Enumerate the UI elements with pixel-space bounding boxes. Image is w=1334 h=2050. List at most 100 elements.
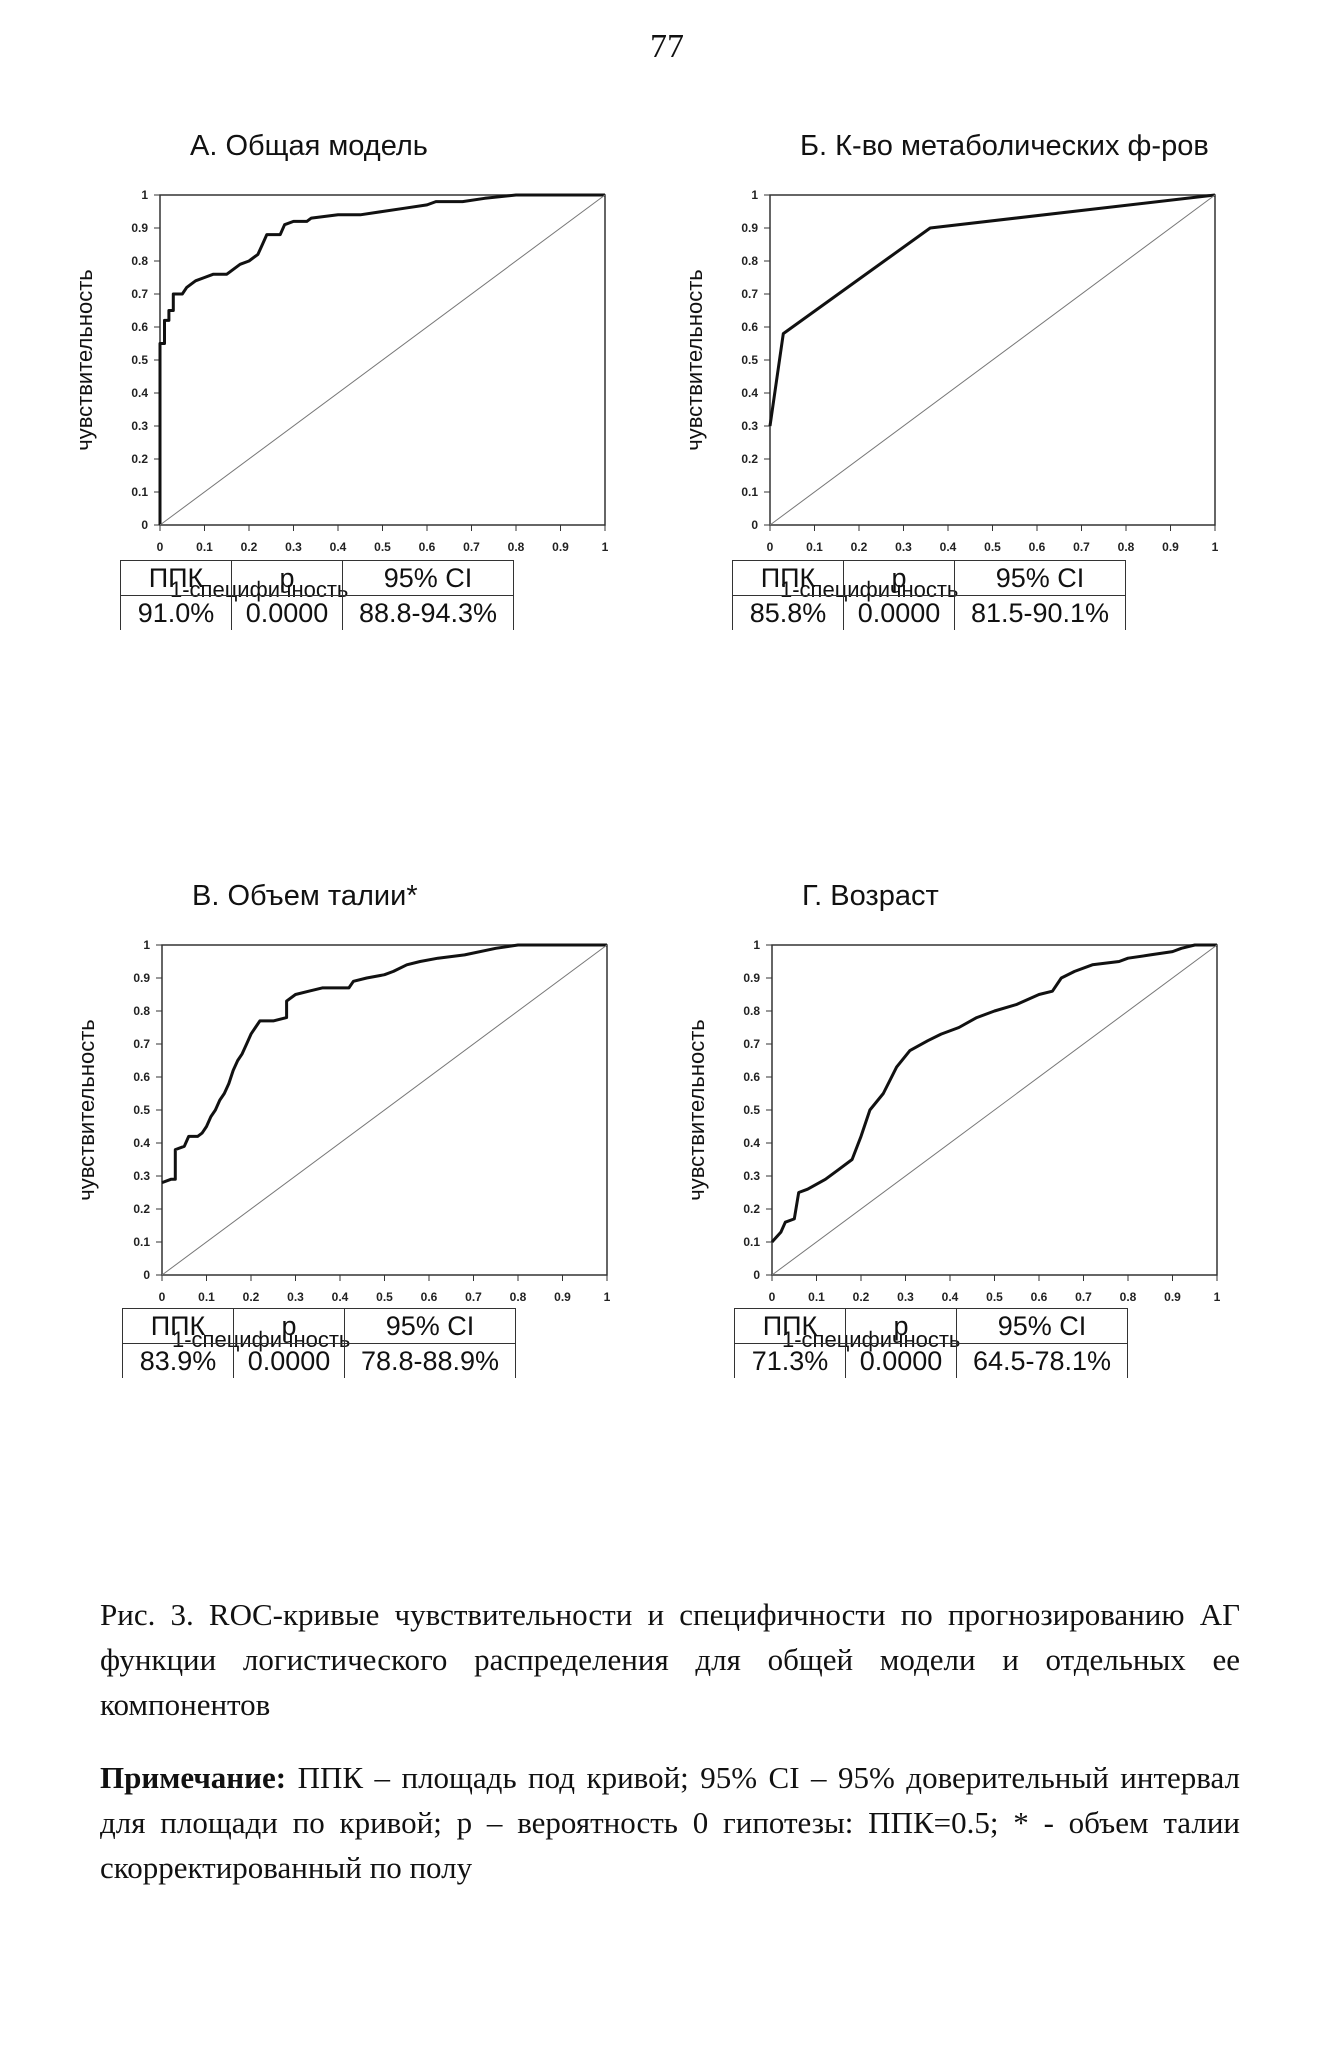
roc-curve-line xyxy=(158,193,605,525)
y-tick-label: 0.9 xyxy=(743,971,760,985)
header-ci: 95% CI xyxy=(344,1308,516,1344)
y-tick-label: 0.4 xyxy=(131,386,148,400)
y-tick-label: 0.9 xyxy=(131,221,148,235)
chart-title: Б. К-во метаболических ф-ров xyxy=(800,130,1209,162)
x-tick-label: 0.9 xyxy=(552,540,569,554)
x-tick-label: 0.7 xyxy=(465,1290,482,1304)
x-tick-label: 0.1 xyxy=(196,540,213,554)
roc-curve-line xyxy=(770,943,1217,1244)
y-tick-label: 0.3 xyxy=(131,419,148,433)
y-tick-label: 0.7 xyxy=(131,287,148,301)
header-p: p xyxy=(233,1308,345,1344)
x-tick-label: 0.3 xyxy=(285,540,302,554)
page-number: 77 xyxy=(650,28,684,65)
x-tick-label: 0.8 xyxy=(1120,1290,1137,1304)
roc-chart-v: В. Объем талии* 0 0.1 0.2 0.3 0.4 0.5 0.6 0.7 0.8… xyxy=(74,880,611,1352)
chart-title: В. Объем талии* xyxy=(192,880,418,912)
x-tick-label: 0.4 xyxy=(332,1290,349,1304)
x-tick-label: 0.1 xyxy=(198,1290,215,1304)
y-axis-label: чувствительность xyxy=(682,269,707,451)
header-ci: 95% CI xyxy=(342,560,514,596)
x-tick-label: 0.2 xyxy=(241,540,258,554)
reference-diagonal-line xyxy=(771,944,1218,1276)
x-tick-label: 0.2 xyxy=(851,540,868,554)
x-tick-label: 0.5 xyxy=(986,1290,1003,1304)
p-value: 0.0000 xyxy=(843,595,955,630)
y-tick-label: 1 xyxy=(141,188,148,202)
note-label: Примечание: xyxy=(100,1760,287,1795)
y-tick-label: 0.7 xyxy=(743,1037,760,1051)
x-tick-label: 0.2 xyxy=(243,1290,260,1304)
chart-title: Г. Возраст xyxy=(802,880,939,912)
x-tick-label: 0.8 xyxy=(510,1290,527,1304)
header-auc: ППК xyxy=(120,560,232,596)
y-axis-label: чувствительность xyxy=(74,1019,99,1201)
roc-chart-g: Г. Возраст 0 0.1 0.2 0.3 0.4 0.5 0.6 0.7 0.8 0.9 1 0… xyxy=(684,880,1221,1352)
y-tick-label: 0.1 xyxy=(133,1235,150,1249)
x-tick-label: 0 xyxy=(767,540,774,554)
y-tick-label: 0.3 xyxy=(133,1169,150,1183)
y-tick-label: 0.6 xyxy=(741,320,758,334)
y-tick-label: 0.4 xyxy=(741,386,758,400)
x-tick-label: 1 xyxy=(1212,540,1219,554)
x-tick-label: 0.7 xyxy=(1073,540,1090,554)
y-tick-label: 0.6 xyxy=(131,320,148,334)
y-tick-label: 0.4 xyxy=(743,1136,760,1150)
y-tick-label: 0.2 xyxy=(741,452,758,466)
figure-note: Примечание: ППК – площадь под кривой; 95… xyxy=(100,1755,1240,1890)
y-tick-label: 0.6 xyxy=(133,1070,150,1084)
x-tick-label: 0.9 xyxy=(1164,1290,1181,1304)
y-tick-label: 0 xyxy=(141,518,148,532)
x-tick-label: 0.5 xyxy=(984,540,1001,554)
chart-panel-b: Б. К-во метаболических ф-ров 0 0.1 0.2 0.3 0.… xyxy=(670,100,1270,840)
x-tick-label: 0.5 xyxy=(376,1290,393,1304)
x-tick-label: 0.6 xyxy=(1031,1290,1048,1304)
y-tick-label: 0.2 xyxy=(133,1202,150,1216)
y-axis-label: чувствительность xyxy=(72,269,97,451)
roc-curve-line xyxy=(161,943,607,1185)
p-value: 0.0000 xyxy=(231,595,343,630)
x-tick-label: 1 xyxy=(602,540,609,554)
y-tick-label: 1 xyxy=(751,188,758,202)
chart-panel-v: В. Объем талии* 0 0.1 0.2 0.3 0.4 0.5 0.6 0.7 0.8… xyxy=(62,850,662,1590)
y-tick-label: 0.1 xyxy=(743,1235,760,1249)
header-ci: 95% CI xyxy=(956,1308,1128,1344)
stats-table-a: ППК p 95% CI 91.0% 0.0000 88.8-94.3% xyxy=(120,560,514,630)
x-tick-label: 0.8 xyxy=(508,540,525,554)
x-tick-label: 0.4 xyxy=(942,1290,959,1304)
y-tick-label: 0.5 xyxy=(743,1103,760,1117)
x-tick-label: 0.7 xyxy=(1075,1290,1092,1304)
y-tick-label: 0.8 xyxy=(741,254,758,268)
x-tick-label: 0.7 xyxy=(463,540,480,554)
x-tick-label: 0 xyxy=(769,1290,776,1304)
y-tick-label: 0.9 xyxy=(133,971,150,985)
chart-panel-a: А. Общая модель 0 0.1 0.2 0.3 0.4 0.5 0.6 0.7 0.8… xyxy=(60,100,660,840)
header-auc: ППК xyxy=(122,1308,234,1344)
x-tick-label: 0.1 xyxy=(806,540,823,554)
y-tick-label: 0 xyxy=(143,1268,150,1282)
x-tick-label: 0.6 xyxy=(1029,540,1046,554)
y-tick-label: 0.7 xyxy=(133,1037,150,1051)
y-tick-label: 0.2 xyxy=(743,1202,760,1216)
y-tick-label: 0.4 xyxy=(133,1136,150,1150)
x-tick-label: 1 xyxy=(604,1290,611,1304)
chart-panel-g: Г. Возраст 0 0.1 0.2 0.3 0.4 0.5 0.6 0.7 0.8 0.9 1 0… xyxy=(672,850,1272,1590)
note-text: ППК – площадь под кривой; 95% CI – 95% д… xyxy=(100,1760,1240,1885)
p-value: 0.0000 xyxy=(233,1343,345,1378)
x-tick-label: 0.4 xyxy=(940,540,957,554)
x-tick-label: 0.6 xyxy=(419,540,436,554)
figure-caption: Рис. 3. ROC-кривые чувствительности и сп… xyxy=(100,1597,1240,1722)
reference-diagonal-line xyxy=(769,194,1216,526)
header-p: p xyxy=(843,560,955,596)
y-tick-label: 0.8 xyxy=(133,1004,150,1018)
y-tick-label: 0.1 xyxy=(741,485,758,499)
y-tick-label: 0.5 xyxy=(131,353,148,367)
x-tick-label: 0.9 xyxy=(1162,540,1179,554)
auc-value: 85.8% xyxy=(732,595,844,630)
header-p: p xyxy=(845,1308,957,1344)
auc-value: 71.3% xyxy=(734,1343,846,1378)
roc-curve-line xyxy=(768,193,1216,427)
x-tick-label: 0.9 xyxy=(554,1290,571,1304)
auc-value: 83.9% xyxy=(122,1343,234,1378)
ci-value: 81.5-90.1% xyxy=(954,595,1126,630)
